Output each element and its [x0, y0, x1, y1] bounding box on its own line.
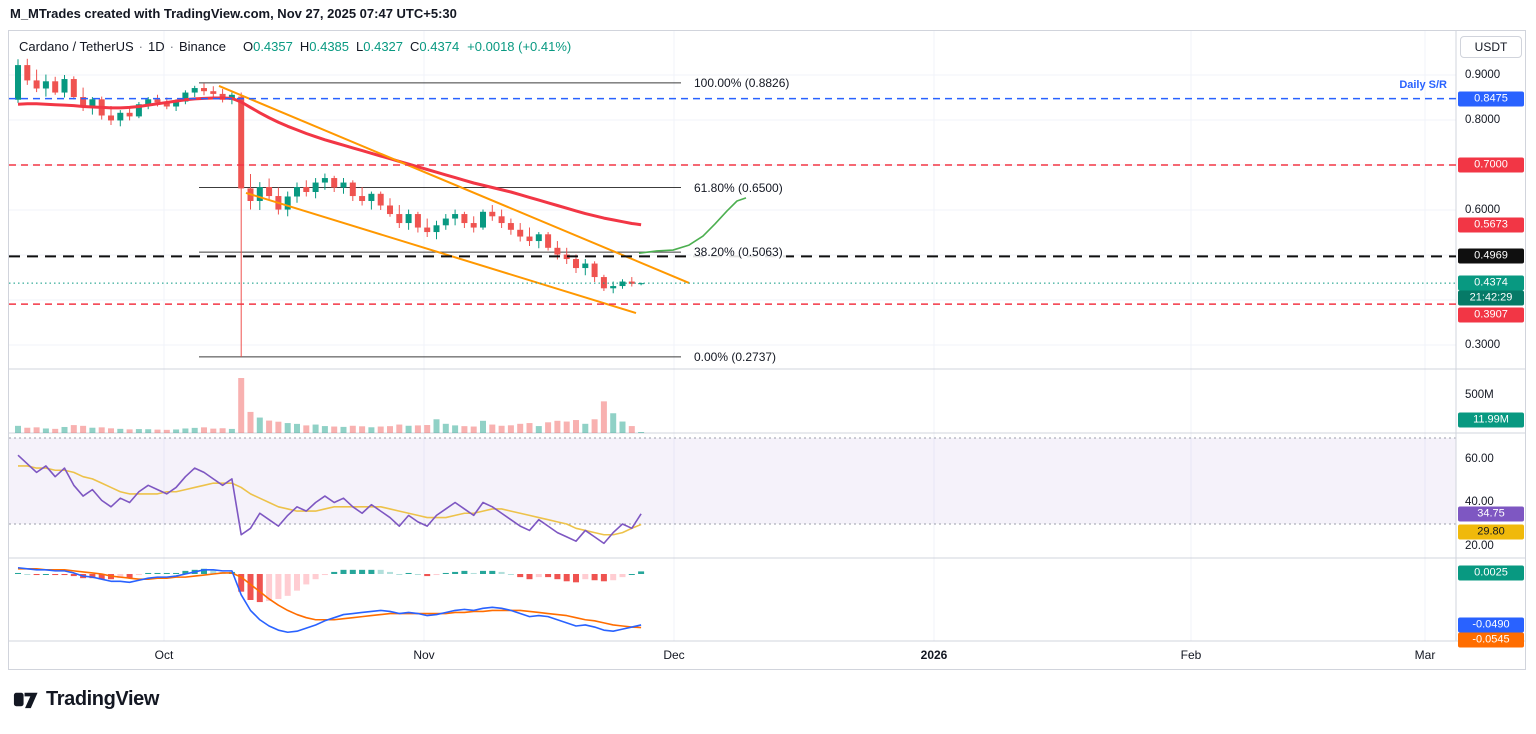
tradingview-logo-icon [13, 692, 38, 709]
close-value: 0.4374 [419, 39, 460, 54]
fib-level-label: 100.00% (0.8826) [691, 75, 793, 90]
price-badge: 0.4374 [1458, 275, 1524, 291]
low-label: L [356, 39, 364, 54]
price-badge: 0.7000 [1458, 157, 1524, 173]
exchange-label[interactable]: Binance [178, 39, 226, 54]
separator-dot-2: · [169, 39, 174, 54]
close-label: C [410, 39, 420, 54]
price-badge: 34.75 [1458, 506, 1524, 522]
fib-level-label: 61.80% (0.6500) [691, 180, 786, 195]
axis-tick-label: 40.00 [1465, 496, 1494, 508]
symbol-name[interactable]: Cardano / TetherUS [19, 39, 134, 54]
time-axis-label: 2026 [920, 648, 948, 662]
price-badge: 0.5673 [1458, 217, 1524, 233]
fib-level-label: 38.20% (0.5063) [691, 245, 786, 260]
price-badge: 0.3907 [1458, 307, 1524, 323]
interval-label[interactable]: 1D [148, 39, 165, 54]
time-axis-label: Nov [413, 648, 435, 662]
chart-canvas[interactable] [9, 31, 1525, 669]
separator-dot: · [138, 39, 144, 54]
axis-tick-label: 0.9000 [1465, 69, 1501, 81]
daily-sr-label: Daily S/R [1399, 79, 1447, 91]
price-badge: 11.99M [1458, 412, 1524, 428]
fib-level-label: 0.00% (0.2737) [691, 349, 780, 364]
price-badge: -0.0545 [1458, 632, 1524, 648]
symbol-info-bar: Cardano / TetherUS · 1D · Binance O0.4357 H0.4… [19, 39, 571, 54]
price-axis[interactable]: USDT 0.9000 0.8000 0.6000 0.3000 500M 60.00 40… [1456, 31, 1527, 671]
price-badge: 0.8475 [1458, 91, 1524, 107]
axis-tick-label: 500M [1465, 389, 1494, 401]
time-axis[interactable]: Oct Nov Dec 2026 Feb Mar [9, 641, 1456, 671]
price-badge: -0.0490 [1458, 617, 1524, 633]
watermark-attribution: M_MTrades created with TradingView.com, … [10, 6, 457, 21]
open-value: 0.4357 [253, 39, 293, 54]
currency-toggle-button[interactable]: USDT [1460, 36, 1522, 58]
time-axis-label: Feb [1180, 648, 1202, 662]
axis-tick-label: 60.00 [1465, 453, 1494, 465]
axis-tick-label: 0.6000 [1465, 204, 1501, 216]
axis-tick-label: 0.8000 [1465, 114, 1501, 126]
open-label: O [242, 39, 254, 54]
tradingview-logo[interactable]: TradingView [12, 686, 159, 713]
price-badge: 0.0025 [1458, 565, 1524, 581]
tradingview-logo-text: TradingView [46, 688, 160, 710]
time-axis-label: Oct [154, 648, 174, 662]
time-axis-label: Dec [663, 648, 685, 662]
price-badge: 0.4969 [1458, 248, 1524, 264]
low-value: 0.4327 [363, 39, 404, 54]
change-value: +0.0018 (+0.41%) [467, 39, 572, 54]
high-label: H [299, 39, 310, 54]
ohlc-values: O0.4357 H0.4385 L0.4327 C0.4374 +0.0018 (+0.… [236, 39, 571, 54]
axis-tick-label: 0.3000 [1465, 339, 1501, 351]
price-badge: 29.80 [1458, 524, 1524, 540]
chart-panel: Cardano / TetherUS · 1D · Binance O0.4357 H0.4… [8, 30, 1526, 670]
axis-tick-label: 20.00 [1465, 540, 1494, 552]
price-badge: 21:42:29 [1458, 290, 1524, 306]
time-axis-label: Mar [1414, 648, 1436, 662]
high-value: 0.4385 [309, 39, 350, 54]
